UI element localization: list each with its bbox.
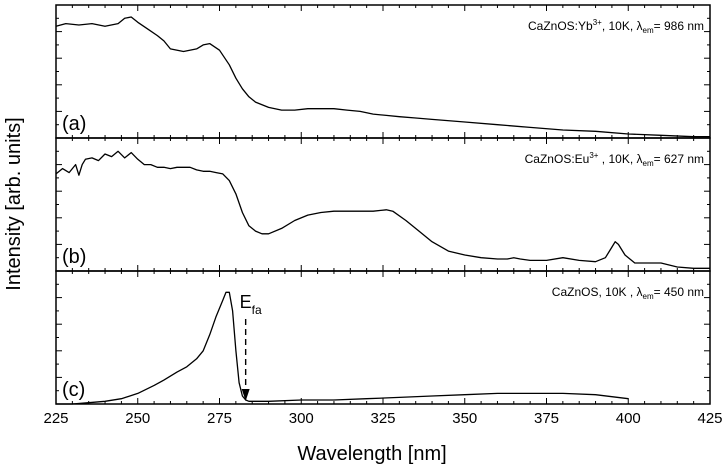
legend-text-part: em — [643, 159, 654, 168]
x-tick-label: 225 — [43, 410, 68, 427]
legend-entry-1: CaZnOS:Yb3+, 10K, λem= 986 nm — [528, 18, 704, 35]
series-line-panel-1 — [55, 16, 710, 138]
x-tick-label: 425 — [697, 410, 722, 427]
legend-text-part: , 10K, λ — [598, 152, 642, 166]
plot-frames — [55, 4, 711, 405]
legend-entry-3: CaZnOS, 10K , λem= 450 nm — [552, 285, 704, 301]
legend-text-part: = 450 nm — [654, 285, 704, 299]
x-tick-label: 275 — [207, 410, 232, 427]
panel-labels: (a)CaZnOS:Yb3+, 10K, λem= 986 nm(b)CaZnO… — [62, 18, 704, 401]
x-tick-labels: 225 250 275 300 325 350 375 400 425 — [43, 410, 722, 427]
x-tick-label: 400 — [616, 410, 641, 427]
y-axis-label: Intensity [arb. units] — [3, 117, 25, 290]
legend-text-part: CaZnOS, 10K , λ — [552, 285, 643, 299]
series-lines — [55, 16, 710, 405]
x-tick-label: 250 — [125, 410, 150, 427]
x-tick-label: 375 — [534, 410, 559, 427]
legend-text-part: 3+ — [589, 151, 598, 160]
panel-label-2: (b) — [62, 246, 86, 268]
legend-text-part: em — [643, 292, 654, 301]
legend-text-part: em — [643, 26, 654, 35]
x-tick-label: 300 — [289, 410, 314, 427]
x-axis-label: Wavelength [nm] — [297, 443, 446, 465]
panel-label-1: (a) — [62, 113, 86, 135]
x-tick-label: 350 — [452, 410, 477, 427]
panel-label-3: (c) — [62, 379, 85, 401]
legend-text-part: CaZnOS:Yb — [528, 19, 593, 33]
annotation-label: Efa — [240, 292, 262, 317]
legend-entry-2: CaZnOS:Eu3+ , 10K, λem= 627 nm — [525, 151, 704, 168]
chart-body: (a)CaZnOS:Yb3+, 10K, λem= 986 nm(b)CaZnO… — [43, 4, 723, 427]
legend-text-part: CaZnOS:Eu — [525, 152, 590, 166]
annotation-sub: fa — [252, 303, 262, 317]
legend-text-part: = 627 nm — [654, 152, 704, 166]
series-line-panel-3 — [56, 291, 629, 405]
annotation-main: E — [240, 292, 252, 312]
x-tick-label: 325 — [370, 410, 395, 427]
legend-text-part: 3+ — [593, 18, 602, 27]
legend-text-part: = 986 nm — [654, 19, 704, 33]
legend-text-part: , 10K, λ — [602, 19, 643, 33]
axis-ticks — [55, 5, 711, 404]
series-line-panel-2 — [55, 150, 710, 269]
annotation-arrow-head — [241, 389, 250, 401]
